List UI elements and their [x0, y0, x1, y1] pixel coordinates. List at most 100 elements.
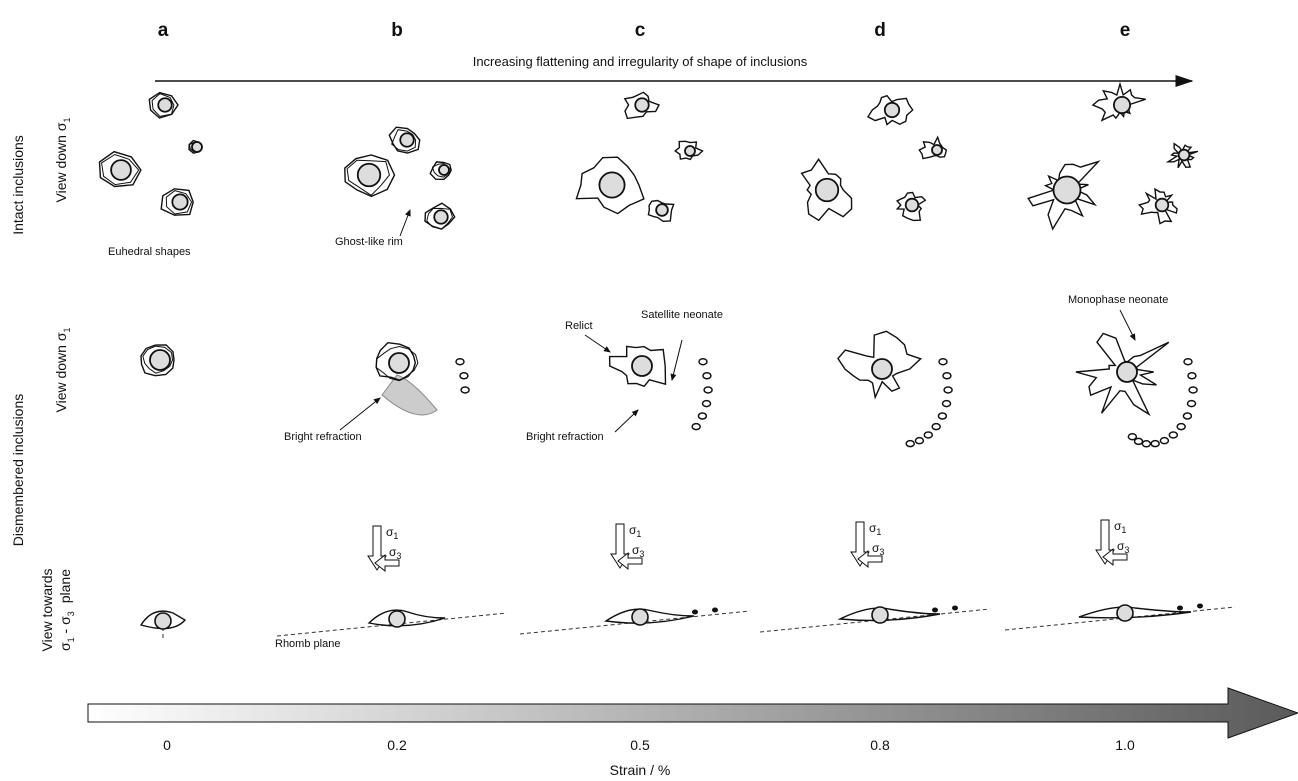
bubble — [871, 606, 889, 624]
sigma3-arrow — [374, 553, 400, 573]
annotations: Euhedral shapes Ghost-like rim Bright re… — [108, 209, 1168, 650]
bubble — [399, 132, 415, 148]
inclusion-outline — [98, 150, 142, 188]
annotation: Euhedral shapes — [108, 246, 191, 258]
bubble — [598, 171, 626, 199]
inclusion-outline — [647, 199, 675, 223]
satellite-neonate — [942, 372, 952, 380]
stress-sub: 3 — [639, 549, 644, 559]
satellite-neonate — [938, 357, 948, 366]
inclusion-outline — [165, 190, 193, 215]
satellite-neonate — [692, 609, 698, 615]
annotation: Bright refraction — [284, 431, 362, 443]
bubble — [1113, 96, 1132, 115]
satellite-neonate — [455, 357, 465, 366]
inclusion-outline — [1075, 332, 1170, 417]
inclusion-outline — [575, 156, 645, 215]
annotation-arrow — [584, 334, 611, 353]
bubble — [157, 97, 173, 113]
satellite-neonate — [1176, 422, 1186, 431]
row-label: Intact inclusions — [10, 135, 26, 235]
column-label: d — [874, 20, 886, 41]
bubble — [388, 352, 410, 374]
view-text: View down σ — [53, 332, 69, 412]
view-sub: 1 — [62, 118, 72, 123]
inclusion-outline — [1137, 187, 1178, 225]
stress-sub: 1 — [1121, 525, 1126, 535]
inclusion-outline — [623, 91, 660, 120]
satellite-neonate — [712, 607, 718, 613]
satellite-neonate — [952, 605, 958, 611]
view-text: plane — [57, 569, 73, 603]
stress-symbol: σ — [389, 545, 397, 559]
inclusion-outline — [388, 126, 421, 154]
bubble — [1116, 361, 1138, 383]
satellite-neonate — [1182, 412, 1193, 420]
strain-tick: 1.0 — [1115, 737, 1135, 753]
stress-label: σ1 — [386, 525, 398, 541]
stress-sub: 1 — [876, 527, 881, 537]
bright-refraction — [381, 374, 438, 416]
inclusion-outline — [895, 191, 927, 222]
stress-label: σ1 — [869, 521, 881, 537]
inclusion-outline — [800, 158, 853, 222]
satellite-neonate — [1186, 399, 1197, 408]
strain-bar — [87, 687, 1298, 739]
view-label: View down σ1 — [53, 118, 72, 203]
stress-symbol: σ — [632, 543, 640, 557]
flattened-inclusion — [139, 610, 187, 630]
bubble — [883, 101, 901, 119]
strain-axis-label: Strain / % — [610, 762, 671, 778]
satellite-neonate — [691, 422, 701, 431]
column-label: e — [1120, 20, 1131, 41]
annotation-arrow — [614, 409, 639, 433]
stress-sub: 3 — [879, 547, 884, 557]
inclusion-outline — [375, 345, 419, 382]
bubble — [631, 355, 653, 377]
satellite-neonate — [914, 436, 925, 445]
stress-label: σ3 — [1117, 539, 1129, 555]
satellite-neonate — [1159, 436, 1170, 445]
stress-label: σ3 — [389, 545, 401, 561]
stress-symbol: σ — [1114, 519, 1122, 533]
view-sub: 3 — [66, 611, 76, 616]
view-label: View down σ1 — [53, 328, 72, 413]
sigma3-arrow — [617, 551, 643, 571]
satellite-neonate — [1183, 357, 1193, 366]
bubble — [1177, 148, 1191, 162]
stress-symbol: σ — [629, 523, 637, 537]
bubble — [931, 144, 943, 156]
bubble — [1052, 175, 1082, 205]
flattened-inclusion — [1078, 606, 1192, 619]
inclusion-outline — [160, 188, 194, 216]
sigma3-arrow — [1102, 547, 1128, 567]
strain-tick: 0.2 — [387, 737, 407, 753]
satellite-neonate — [697, 412, 708, 420]
annotation: Satellite neonate — [641, 309, 723, 321]
strain-tick: 0 — [163, 737, 171, 753]
satellite-neonate — [1127, 432, 1138, 441]
satellite-neonate — [1188, 386, 1198, 394]
satellite-neonate — [1141, 440, 1152, 448]
annotation: Rhomb plane — [275, 638, 340, 650]
satellite-neonate — [932, 607, 938, 613]
column-label: c — [635, 20, 646, 41]
inclusion-outline — [426, 207, 454, 230]
flattened-inclusion — [367, 609, 446, 627]
flattened-inclusion — [837, 607, 941, 622]
inclusion-outline — [391, 129, 417, 152]
annotation-arrow — [399, 209, 411, 237]
bubble — [814, 177, 840, 203]
satellite-neonate — [702, 372, 712, 380]
bubble — [388, 610, 406, 628]
bubble — [433, 209, 449, 225]
view-text: View down σ — [53, 122, 69, 202]
stress-label: σ3 — [632, 543, 644, 559]
annotation: Ghost-like rim — [335, 236, 403, 248]
satellite-neonate — [1150, 439, 1160, 448]
satellite-neonate — [1197, 603, 1203, 609]
satellite-neonate — [937, 412, 948, 420]
satellite-neonate — [703, 386, 713, 394]
bubble — [1154, 197, 1170, 213]
